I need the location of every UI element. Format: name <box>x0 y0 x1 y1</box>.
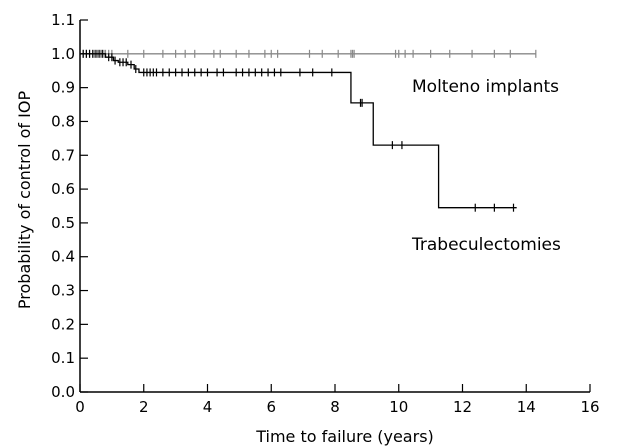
x-tick-label: 8 <box>330 398 340 416</box>
y-tick-label: 0.3 <box>51 282 75 300</box>
series-label-trabeculectomies: Trabeculectomies <box>411 235 561 255</box>
tick-labels: 0.0 0.1 0.2 0.3 0.4 0.5 0.6 0.7 0.8 0.9 1.0 1.1 0 2 4 6… <box>51 11 599 416</box>
y-axis-label: Probability of control of IOP <box>15 91 34 310</box>
y-tick-label: 0.9 <box>51 79 75 97</box>
y-tick-label: 0.6 <box>51 180 75 198</box>
x-tick-label: 4 <box>203 398 213 416</box>
series-molteno <box>80 49 537 58</box>
x-tick-label: 0 <box>75 398 85 416</box>
y-tick-label: 0.0 <box>51 383 75 401</box>
y-tick-label: 0.5 <box>51 214 75 232</box>
series-line <box>80 53 517 209</box>
y-tick-label: 0.8 <box>51 112 75 130</box>
y-tick-label: 0.7 <box>51 146 75 164</box>
x-tick-label: 12 <box>453 398 472 416</box>
x-tick-label: 16 <box>580 398 599 416</box>
y-tick-label: 0.2 <box>51 315 75 333</box>
y-tick-label: 0.4 <box>51 248 75 266</box>
x-tick-label: 6 <box>266 398 276 416</box>
y-tick-label: 0.1 <box>51 349 75 367</box>
series-group <box>80 49 537 212</box>
y-tick-label: 1.1 <box>51 11 75 29</box>
x-tick-label: 10 <box>389 398 408 416</box>
x-axis-label: Time to failure (years) <box>255 427 434 446</box>
series-label-molteno: Molteno implants <box>412 77 559 97</box>
x-tick-label: 14 <box>517 398 536 416</box>
x-tick-label: 2 <box>139 398 149 416</box>
y-tick-label: 1.0 <box>51 45 75 63</box>
series-trabeculectomies <box>80 49 517 212</box>
